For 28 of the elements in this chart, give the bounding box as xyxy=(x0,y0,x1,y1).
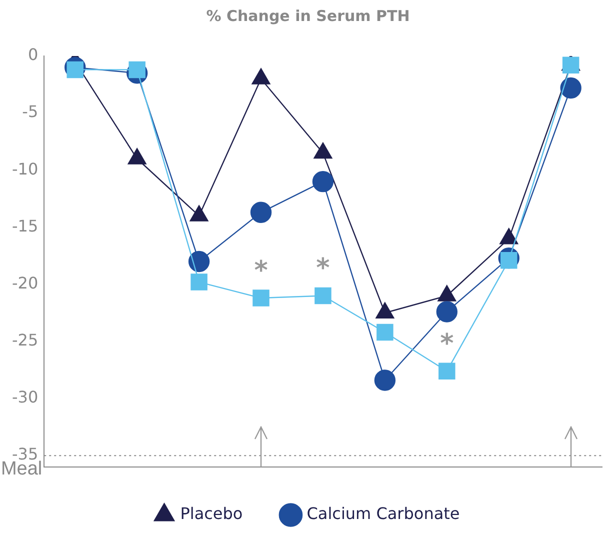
data-label: * xyxy=(254,256,268,286)
x-axis-title: Meal xyxy=(0,458,42,480)
chart-title: % Change in Serum PTH xyxy=(206,6,410,25)
point xyxy=(66,61,84,78)
data-label: * xyxy=(316,254,330,284)
point xyxy=(128,61,146,78)
point xyxy=(250,202,272,224)
point xyxy=(436,301,458,322)
data-label: * xyxy=(440,328,454,359)
y-tick-label: -10 xyxy=(12,159,38,178)
point xyxy=(252,290,270,306)
point xyxy=(314,287,332,304)
point xyxy=(312,170,334,192)
point xyxy=(374,370,396,391)
y-tick-label: -15 xyxy=(12,216,38,236)
point xyxy=(376,324,394,341)
point xyxy=(438,362,456,380)
point xyxy=(560,77,582,99)
y-tick-label: -5 xyxy=(22,102,38,122)
legend-label: Calcium Carbonate xyxy=(306,504,460,524)
y-tick-label: 0 xyxy=(28,45,38,64)
y-tick-label: -30 xyxy=(12,388,38,407)
y-tick-label: -20 xyxy=(12,273,38,292)
legend-label: Placebo xyxy=(180,504,243,524)
point xyxy=(188,250,210,272)
point xyxy=(190,274,208,290)
y-tick-label: -25 xyxy=(12,330,38,350)
point xyxy=(562,56,580,74)
